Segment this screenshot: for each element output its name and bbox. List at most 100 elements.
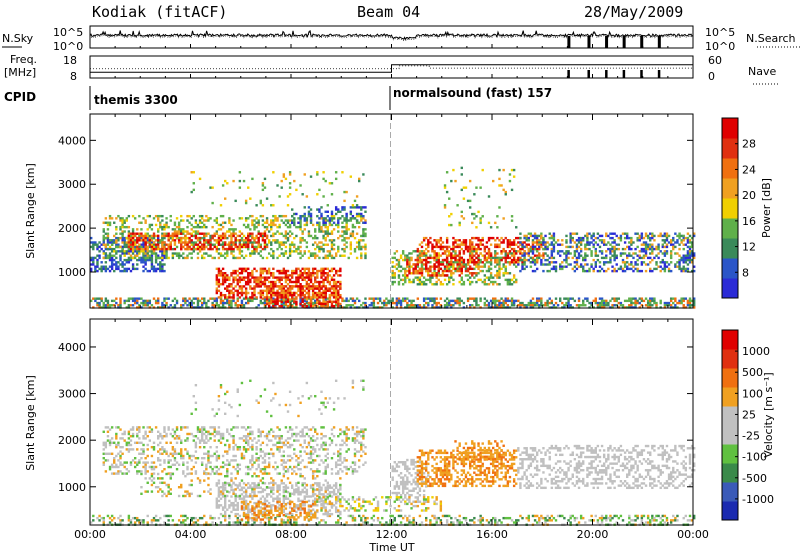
data-cell [688, 297, 692, 300]
data-cell [311, 285, 315, 288]
data-cell [468, 256, 472, 260]
data-cell [445, 265, 449, 268]
data-cell [341, 299, 344, 303]
data-cell [471, 254, 474, 257]
data-cell [420, 267, 424, 271]
data-cell [318, 300, 321, 303]
data-cell [267, 301, 271, 305]
data-cell [278, 195, 281, 198]
station-title: Kodiak (fitACF) [92, 3, 227, 21]
data-cell [113, 239, 116, 242]
data-cell [253, 297, 256, 300]
data-cell [435, 265, 438, 268]
data-cell [506, 304, 510, 307]
data-cell [579, 243, 583, 246]
data-cell [351, 304, 355, 307]
data-cell [175, 236, 179, 240]
data-cell [242, 306, 246, 309]
data-cell [121, 265, 124, 268]
data-cell [686, 250, 690, 253]
data-cell [301, 232, 304, 235]
data-cell [523, 261, 526, 264]
data-cell [349, 219, 353, 222]
data-cell [613, 241, 616, 244]
data-cell [282, 243, 286, 246]
data-cell [140, 234, 143, 238]
data-cell [121, 234, 124, 238]
data-cell [471, 250, 474, 253]
data-cell [267, 269, 271, 273]
data-cell [217, 280, 221, 284]
data-cell [175, 234, 179, 238]
data-cell [299, 274, 302, 277]
data-cell [136, 516, 139, 520]
data-cell [452, 254, 455, 257]
data-cell [418, 272, 422, 275]
data-cell [121, 225, 124, 229]
data-cell [471, 304, 474, 307]
data-cell [640, 250, 644, 253]
data-cell [276, 225, 279, 229]
data-cell [316, 254, 319, 257]
data-cell [226, 254, 229, 257]
data-cell [288, 304, 292, 307]
data-cell [567, 297, 570, 300]
data-cell [481, 254, 484, 257]
data-cell [150, 234, 154, 238]
data-cell [445, 256, 449, 260]
data-cell [454, 241, 457, 244]
data-cell [489, 299, 493, 303]
data-cell [314, 278, 317, 282]
data-cell [119, 263, 122, 266]
data-cell [433, 239, 436, 242]
data-cell [307, 304, 311, 307]
data-cell [362, 214, 365, 218]
data-cell [416, 278, 420, 282]
data-cell [531, 301, 535, 305]
data-cell [487, 269, 491, 273]
data-cell [533, 241, 537, 244]
data-cell [617, 267, 621, 271]
data-cell [161, 225, 164, 229]
data-cell [106, 267, 110, 271]
data-cell [238, 291, 242, 295]
data-cell [196, 236, 200, 240]
data-cell [615, 254, 618, 257]
data-cell [244, 289, 248, 293]
data-cell [316, 245, 319, 249]
data-cell [686, 256, 690, 260]
data-cell [299, 285, 302, 288]
data-cell [341, 239, 344, 242]
data-cell [242, 245, 246, 249]
data-cell [142, 241, 145, 244]
data-cell [278, 285, 281, 288]
data-cell [665, 232, 669, 235]
data-cell [253, 289, 256, 293]
data-cell [441, 247, 445, 251]
data-cell [136, 297, 139, 300]
data-cell [483, 258, 487, 262]
data-cell [435, 272, 438, 275]
data-cell [213, 306, 216, 309]
data-cell [280, 247, 283, 251]
data-cell [563, 306, 566, 309]
data-cell [339, 285, 342, 288]
data-cell [621, 306, 625, 309]
data-cell [165, 514, 168, 518]
data-cell [672, 247, 675, 251]
data-cell [236, 278, 239, 282]
data-cell [123, 221, 126, 224]
data-cell [314, 285, 317, 288]
data-cell [439, 297, 443, 300]
data-cell [640, 243, 644, 246]
data-cell [431, 265, 434, 268]
data-cell [512, 280, 516, 284]
data-cell [420, 269, 424, 273]
data-cell [684, 256, 688, 260]
data-cell [232, 278, 235, 282]
data-cell [194, 306, 198, 309]
data-cell [579, 247, 583, 251]
data-cell [309, 214, 313, 218]
data-cell [462, 252, 466, 255]
data-cell [98, 254, 101, 257]
